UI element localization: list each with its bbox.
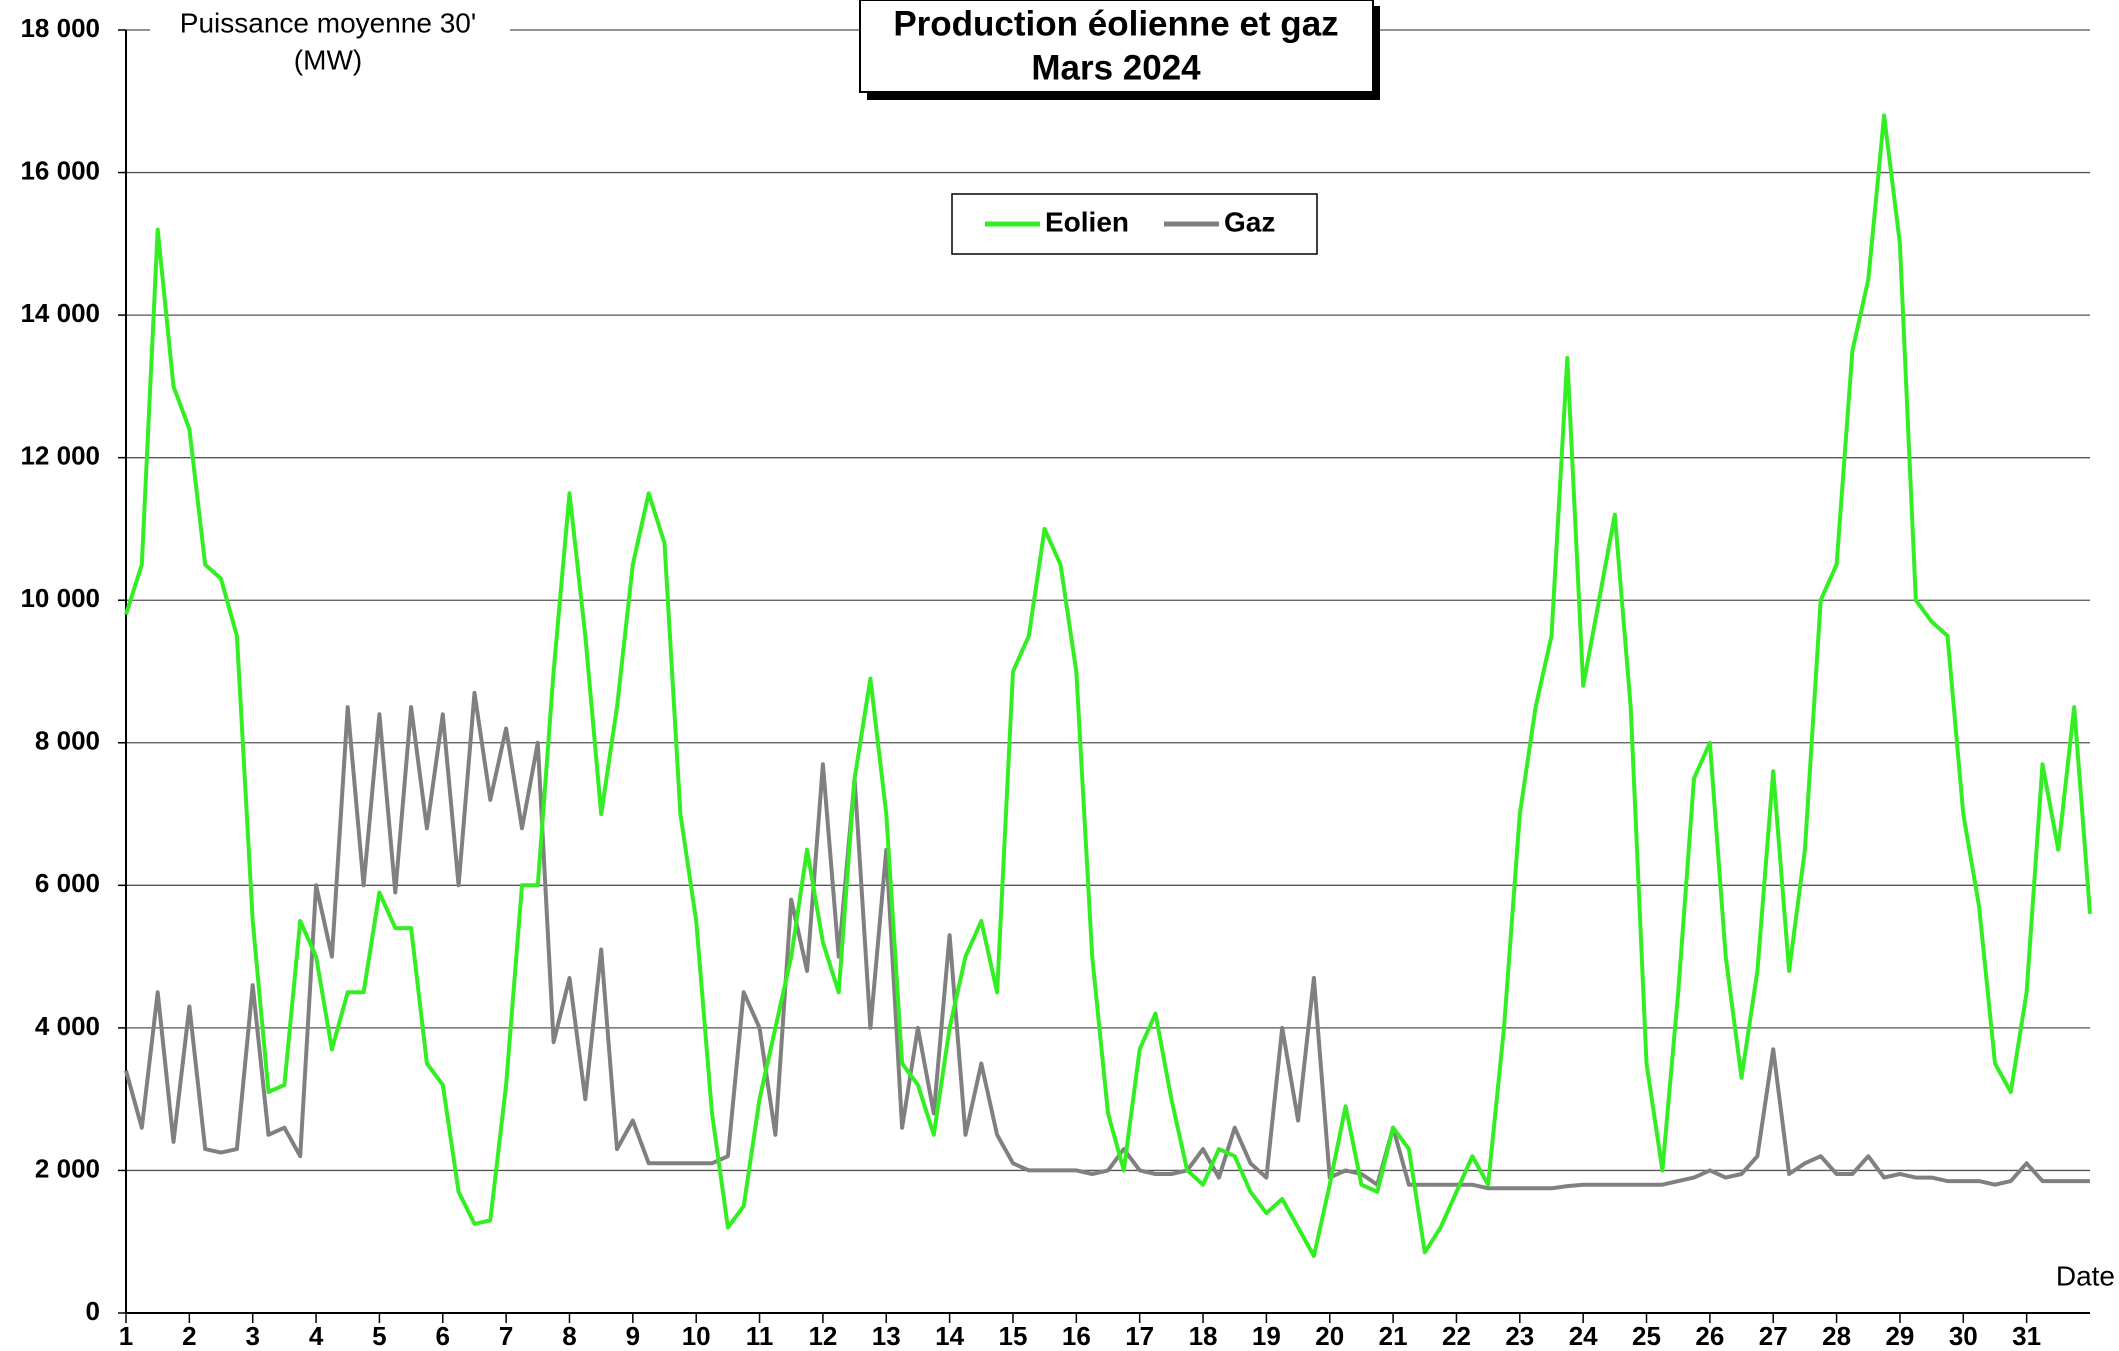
x-tick-label: 17 xyxy=(1125,1321,1154,1351)
x-tick-label: 7 xyxy=(499,1321,513,1351)
series-line xyxy=(124,113,2092,1258)
x-tick-label: 29 xyxy=(1885,1321,1914,1351)
x-tick-label: 5 xyxy=(372,1321,386,1351)
y-tick-label: 18 000 xyxy=(20,13,100,43)
x-tick-label: 15 xyxy=(999,1321,1028,1351)
x-tick-label: 23 xyxy=(1505,1321,1534,1351)
x-tick-label: 30 xyxy=(1949,1321,1978,1351)
y-tick-label: 0 xyxy=(86,1296,100,1326)
series-line xyxy=(124,690,2090,1191)
y-tick-label: 2 000 xyxy=(35,1153,100,1183)
x-tick-label: 14 xyxy=(935,1321,964,1351)
x-tick-label: 12 xyxy=(808,1321,837,1351)
x-tick-label: 28 xyxy=(1822,1321,1851,1351)
x-tick-label: 2 xyxy=(182,1321,196,1351)
x-tick-label: 13 xyxy=(872,1321,901,1351)
chart-title: Production éolienne et gaz xyxy=(893,4,1338,43)
x-tick-label: 3 xyxy=(245,1321,259,1351)
x-tick-label: 26 xyxy=(1695,1321,1724,1351)
legend-label: Eolien xyxy=(1045,206,1129,237)
x-tick-label: 24 xyxy=(1569,1321,1598,1351)
legend-label: Gaz xyxy=(1224,206,1275,237)
title-box xyxy=(859,0,1374,93)
x-tick-label: 9 xyxy=(626,1321,640,1351)
x-axis-label: Date xyxy=(2056,1260,2115,1291)
x-tick-label: 16 xyxy=(1062,1321,1091,1351)
y-axis-label: Puissance moyenne 30' xyxy=(180,7,476,38)
x-tick-label: 27 xyxy=(1759,1321,1788,1351)
x-tick-label: 8 xyxy=(562,1321,576,1351)
x-tick-label: 19 xyxy=(1252,1321,1281,1351)
x-tick-label: 22 xyxy=(1442,1321,1471,1351)
x-tick-label: 6 xyxy=(436,1321,450,1351)
y-tick-label: 12 000 xyxy=(20,441,100,471)
x-tick-label: 25 xyxy=(1632,1321,1661,1351)
x-tick-label: 4 xyxy=(309,1321,324,1351)
chart-subtitle: Mars 2024 xyxy=(1031,48,1201,87)
x-tick-label: 18 xyxy=(1189,1321,1218,1351)
x-tick-label: 21 xyxy=(1379,1321,1408,1351)
x-tick-label: 1 xyxy=(119,1321,133,1351)
y-tick-label: 6 000 xyxy=(35,868,100,898)
ylabel-bg xyxy=(150,8,510,82)
x-tick-label: 11 xyxy=(746,1321,774,1351)
y-tick-label: 14 000 xyxy=(20,298,100,328)
plot-lines xyxy=(124,113,2092,1258)
y-axis-label: (MW) xyxy=(294,44,362,75)
y-tick-label: 16 000 xyxy=(20,155,100,185)
x-tick-label: 10 xyxy=(682,1321,711,1351)
y-tick-label: 4 000 xyxy=(35,1011,100,1041)
x-tick-label: 20 xyxy=(1315,1321,1344,1351)
y-tick-label: 10 000 xyxy=(20,583,100,613)
y-tick-label: 8 000 xyxy=(35,726,100,756)
x-tick-label: 31 xyxy=(2012,1321,2041,1351)
